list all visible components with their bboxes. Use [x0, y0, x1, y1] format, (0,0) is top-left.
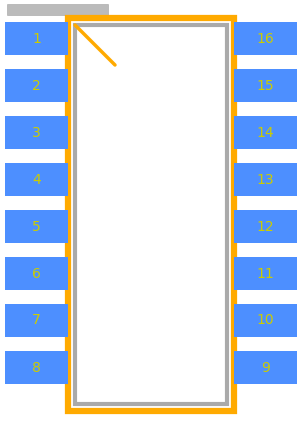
Bar [234, 163, 297, 196]
Text: 13: 13 [257, 172, 274, 187]
Bar [5, 210, 68, 243]
Text: 1: 1 [32, 32, 41, 45]
FancyBboxPatch shape [7, 4, 109, 16]
Bar [5, 351, 68, 384]
Bar [5, 257, 68, 290]
Bar [234, 351, 297, 384]
Bar [5, 22, 68, 55]
FancyBboxPatch shape [68, 18, 234, 411]
Bar [234, 22, 297, 55]
Text: 15: 15 [257, 78, 274, 92]
Bar [234, 210, 297, 243]
Text: 7: 7 [32, 313, 41, 327]
Text: 2: 2 [32, 78, 41, 92]
Bar [234, 116, 297, 149]
Text: 14: 14 [257, 125, 274, 140]
Text: 5: 5 [32, 220, 41, 234]
Text: 9: 9 [261, 360, 270, 374]
Bar [234, 257, 297, 290]
Text: 8: 8 [32, 360, 41, 374]
Bar [234, 69, 297, 102]
FancyBboxPatch shape [75, 25, 227, 404]
Text: 12: 12 [257, 220, 274, 234]
Bar [5, 163, 68, 196]
Text: 3: 3 [32, 125, 41, 140]
Bar [5, 116, 68, 149]
Text: 10: 10 [257, 313, 274, 327]
Bar [5, 69, 68, 102]
Text: 11: 11 [257, 267, 275, 280]
Bar [234, 304, 297, 337]
Bar [5, 304, 68, 337]
Text: 16: 16 [257, 32, 275, 45]
Text: 4: 4 [32, 172, 41, 187]
Text: 6: 6 [32, 267, 41, 280]
